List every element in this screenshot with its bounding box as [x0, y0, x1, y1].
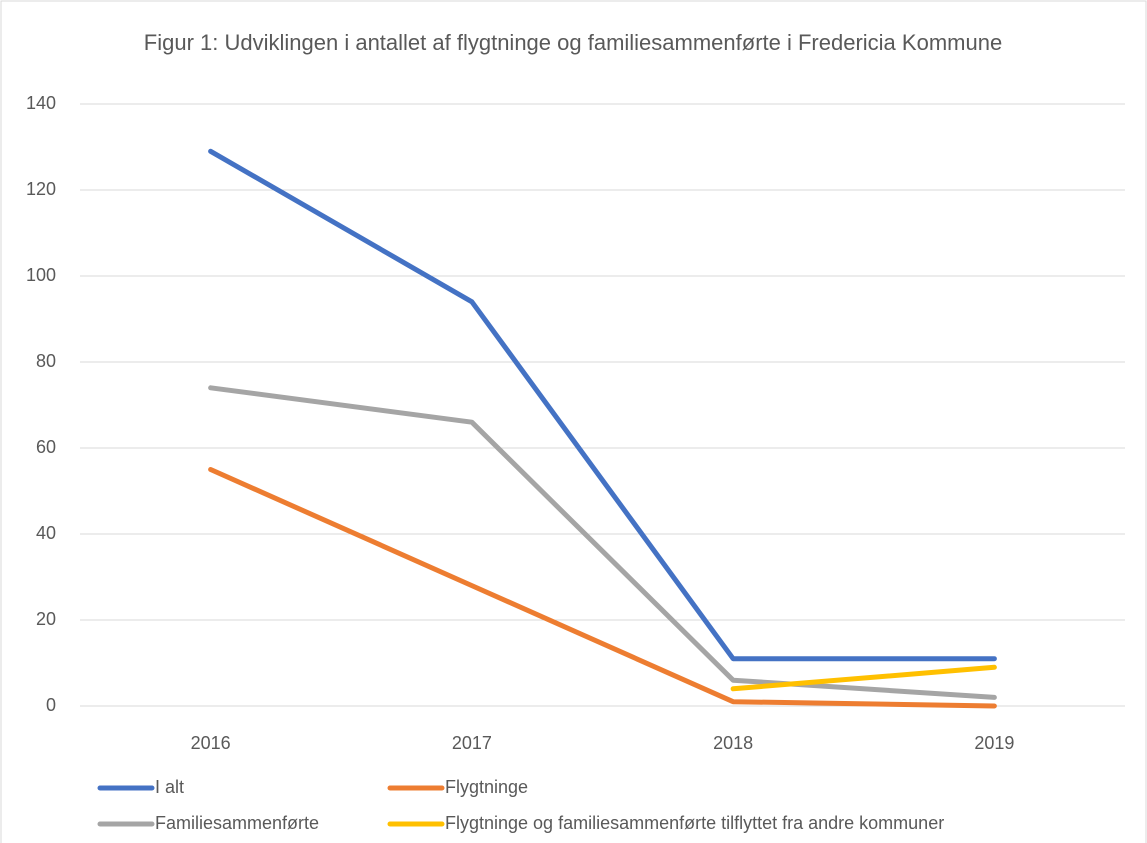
- y-tick-label: 120: [26, 179, 56, 199]
- x-tick-label: 2017: [452, 733, 492, 753]
- x-tick-label: 2016: [191, 733, 231, 753]
- y-tick-label: 20: [36, 609, 56, 629]
- legend-label: Flygtninge: [445, 777, 528, 797]
- y-tick-label: 100: [26, 265, 56, 285]
- legend-label: Familiesammenførte: [155, 813, 319, 833]
- legend-label: I alt: [155, 777, 184, 797]
- series-line: [208, 385, 997, 700]
- y-tick-label: 60: [36, 437, 56, 457]
- legend-label: Flygtninge og familiesammenførte tilflyt…: [445, 813, 944, 833]
- series-line: [208, 467, 997, 709]
- x-tick-label: 2018: [713, 733, 753, 753]
- y-tick-label: 0: [46, 695, 56, 715]
- x-tick-label: 2019: [974, 733, 1014, 753]
- series-line: [730, 664, 997, 692]
- y-tick-label: 140: [26, 93, 56, 113]
- y-tick-label: 40: [36, 523, 56, 543]
- series-line: [208, 148, 997, 662]
- chart-title: Figur 1: Udviklingen i antallet af flygt…: [144, 30, 1002, 55]
- y-tick-label: 80: [36, 351, 56, 371]
